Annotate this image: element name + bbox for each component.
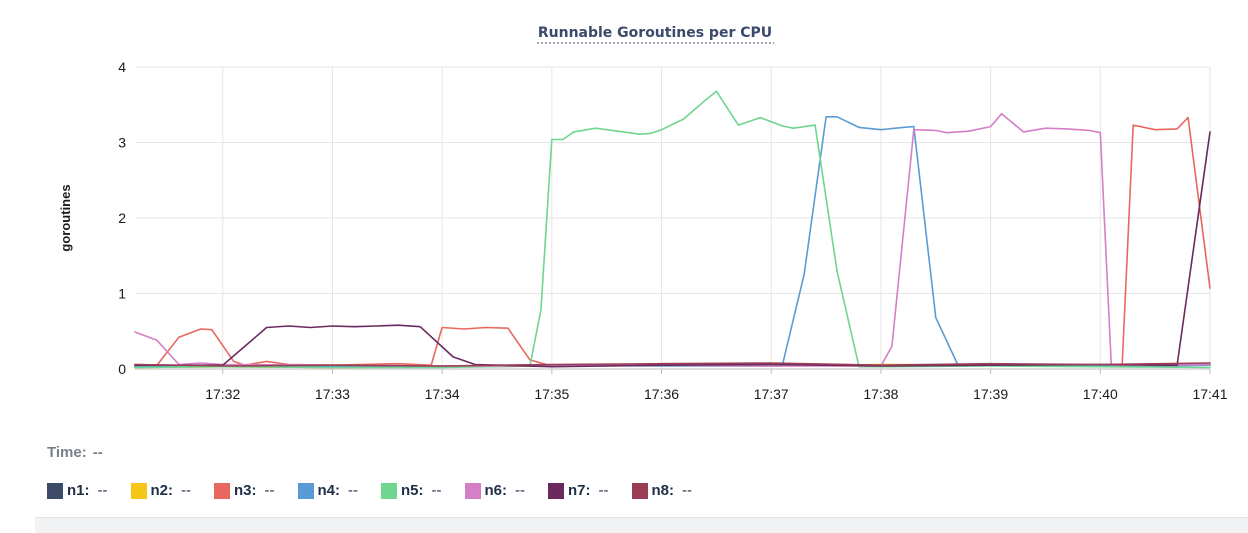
legend-swatch	[548, 482, 564, 499]
x-tick-label: 17:41	[1192, 386, 1227, 402]
legend-item-8[interactable]: n8: --	[631, 482, 692, 499]
y-tick-label: 3	[118, 135, 126, 151]
y-tick-label: 0	[118, 361, 126, 377]
series-lines	[134, 90, 1211, 369]
series-line-n8	[134, 362, 1211, 367]
legend-item-5[interactable]: n5: --	[381, 482, 442, 499]
legend-swatch	[631, 482, 648, 499]
legend-series-value: --	[264, 482, 275, 499]
legend-swatch	[130, 482, 147, 499]
tick-labels: 0 1 2 3 4 17:32 17:33 17:34 17:35 17:36 17:37 17:38…	[118, 59, 1228, 402]
legend-item-1[interactable]: n1: --	[47, 482, 108, 499]
legend-item-3[interactable]: n3: --	[214, 482, 275, 499]
y-tick-label: 1	[118, 286, 126, 302]
legend-item-2[interactable]: n2: --	[130, 482, 191, 499]
legend-item-4[interactable]: n4: --	[297, 482, 358, 499]
legend-item-6[interactable]: n6: --	[464, 482, 525, 499]
legend-swatch	[47, 482, 63, 499]
legend-series-value: --	[348, 482, 358, 499]
legend: n1: -- n2: -- n3: -- n4: -- n5: -- n6: -- n7: -- n8: --	[47, 482, 715, 499]
series-line-n7	[134, 131, 1211, 368]
x-tick-label: 17:40	[1083, 386, 1118, 402]
time-readout: Time: --	[47, 444, 103, 461]
x-tick-label: 17:39	[973, 386, 1008, 402]
x-tick-label: 17:36	[644, 386, 679, 402]
legend-series-name: n6:	[484, 482, 508, 499]
legend-series-value: --	[515, 482, 525, 499]
x-tick-label: 17:33	[315, 386, 350, 402]
chart-title: Runnable Goroutines per CPU	[538, 25, 772, 41]
legend-swatch	[297, 482, 314, 499]
legend-series-name: n4:	[317, 482, 341, 499]
chart: 0 1 2 3 4 17:32 17:33 17:34 17:35 17:36 17:37 17:38…	[58, 25, 1228, 402]
x-tick-label: 17:38	[863, 386, 898, 402]
grid	[135, 66, 1211, 369]
x-tick-label: 17:32	[205, 386, 240, 402]
y-tick-label: 2	[118, 210, 126, 226]
legend-series-name: n3:	[234, 482, 257, 499]
bottom-bar	[35, 517, 1248, 533]
legend-series-name: n7:	[568, 482, 591, 499]
x-tick-label: 17:34	[425, 386, 460, 402]
legend-series-name: n2:	[150, 482, 174, 499]
series-line-n3	[134, 116, 1211, 367]
legend-swatch	[381, 482, 397, 499]
legend-series-value: --	[181, 482, 191, 499]
y-axis-label: goroutines	[58, 184, 73, 251]
legend-series-name: n8:	[651, 482, 675, 499]
axes	[135, 368, 1211, 374]
y-tick-label: 4	[118, 59, 126, 75]
legend-series-value: --	[97, 482, 108, 499]
series-line-n5	[134, 90, 1211, 369]
time-label: Time:	[47, 444, 87, 461]
legend-series-value: --	[598, 482, 609, 499]
legend-swatch	[464, 482, 481, 499]
x-tick-label: 17:35	[534, 386, 569, 402]
time-value: --	[92, 444, 103, 461]
legend-swatch	[214, 482, 230, 499]
x-tick-label: 17:37	[754, 386, 789, 402]
series-line-n4	[134, 116, 1211, 368]
legend-item-7[interactable]: n7: --	[548, 482, 609, 499]
series-line-n6	[134, 113, 1211, 367]
legend-series-name: n5:	[401, 482, 424, 499]
legend-series-value: --	[682, 482, 692, 499]
legend-series-value: --	[431, 482, 442, 499]
legend-series-name: n1:	[67, 482, 90, 499]
